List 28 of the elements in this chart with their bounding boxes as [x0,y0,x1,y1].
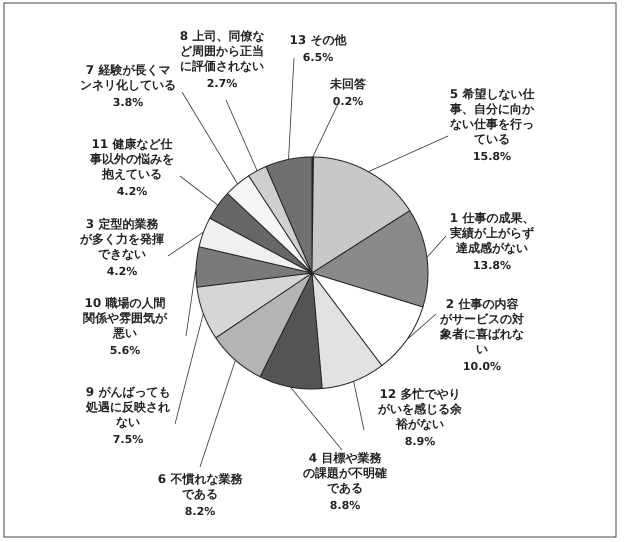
data-label: 2.7% [206,77,238,90]
data-label: 8.9% [404,435,436,448]
data-label: 6.5% [302,51,334,64]
data-label: 13.8% [472,259,512,272]
slice-label: 10 職場の人間関係や雰囲気が悪い [83,296,168,340]
slice-label: 5 希望しない仕事、自分に向かない仕事を行っている [449,87,535,146]
data-label: 15.8% [472,150,512,163]
slice-label: 13 その他 [290,33,348,47]
data-label: 5.6% [110,344,140,357]
data-label: 7.5% [112,433,144,446]
data-label: 8.8% [330,499,360,512]
slice-label: 4 目標や業務の課題が不明確である [303,451,387,495]
data-label: 4.2% [106,265,138,278]
slice-label: 9 がんばっても処遇に反映されない [85,385,170,429]
data-label: 4.2% [116,185,148,198]
data-label: 10.0% [462,360,502,373]
slice-label: 11 健康など仕事以外の悩みを抱えている [89,137,174,181]
data-label: 0.2% [332,95,364,108]
slice-label: 6 不慣れな業務である [158,472,244,501]
slice-label: 1 仕事の成果、実績が上がらず達成感がない [449,211,534,255]
slice-label: 12 多忙でやりがいを感じる余裕がない [377,387,463,431]
slice-label: 未回答 [329,77,367,91]
data-label: 8.2% [184,505,216,518]
slice-label: 2 仕事の内容がサービスの対象者に喜ばれない [439,297,524,356]
slice-label: 7 経験が長くマンネリ化している [80,63,176,92]
data-label: 3.8% [112,96,144,109]
slice-label: 3 定型的業務が多く力を発揮できない [79,217,164,261]
slice-label: 8 上司、同僚など周囲から正当に評価されない [180,29,264,73]
